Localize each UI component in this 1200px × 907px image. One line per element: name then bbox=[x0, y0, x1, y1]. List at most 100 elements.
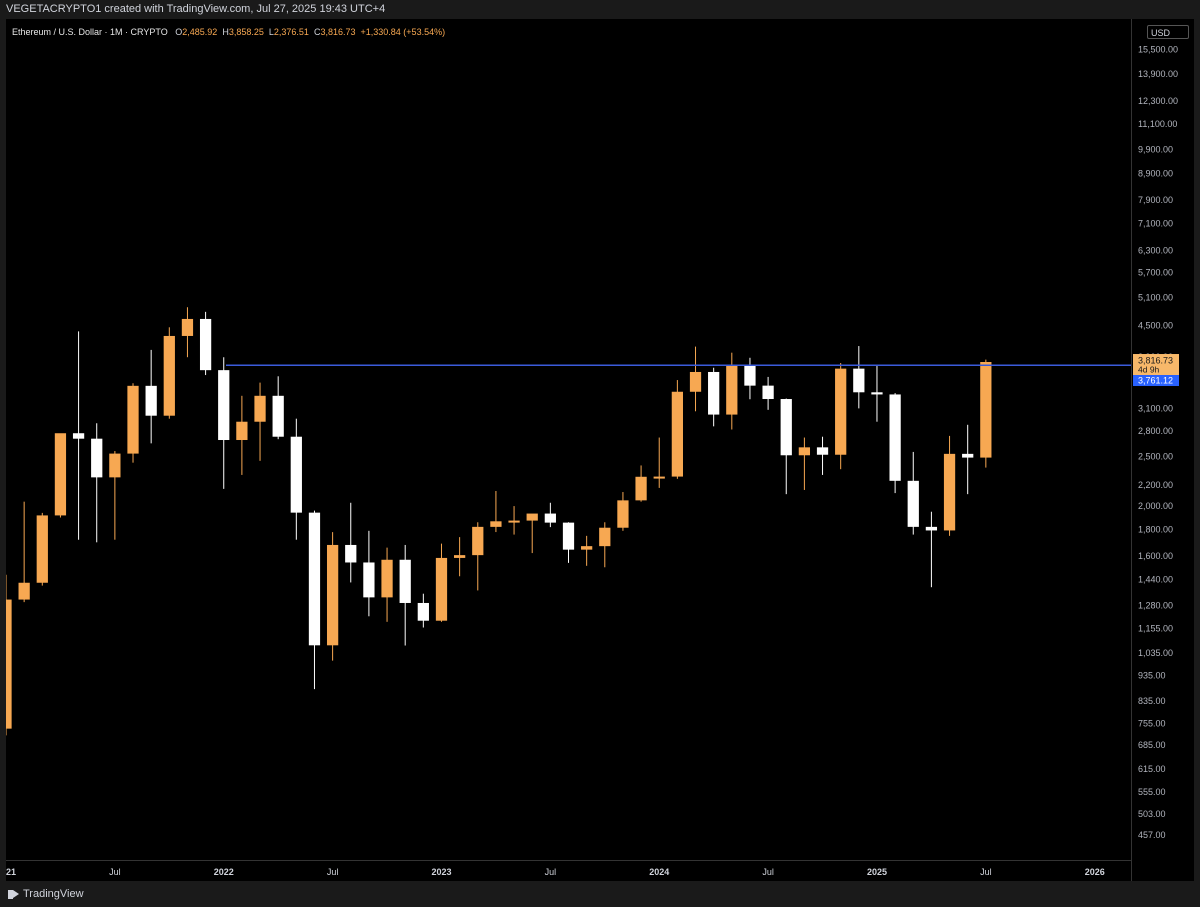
candle-body bbox=[653, 476, 665, 479]
tradingview-logo-icon bbox=[8, 889, 19, 899]
price-tick-label: 555.00 bbox=[1138, 787, 1166, 797]
candle-body bbox=[345, 544, 357, 563]
chart-caption-bar: VEGETACRYPTO1 created with TradingView.c… bbox=[0, 0, 1200, 19]
legend-low-label: L bbox=[268, 27, 274, 37]
candle-body bbox=[925, 526, 938, 531]
candle-body bbox=[835, 368, 847, 455]
candle-body bbox=[454, 555, 466, 558]
candle-body bbox=[181, 318, 194, 336]
candle-body bbox=[744, 365, 756, 386]
candle-body bbox=[91, 438, 103, 478]
legend-close-value: 3,816.73 bbox=[320, 27, 356, 37]
last-price-value: 3,816.73 bbox=[1138, 356, 1173, 366]
candle-body bbox=[72, 433, 85, 439]
candle-body bbox=[308, 512, 321, 646]
legend-change: +1,330.84 (+53.54%) bbox=[360, 27, 446, 37]
candle-body bbox=[762, 385, 774, 400]
candle-body bbox=[326, 544, 339, 646]
candle-body bbox=[617, 500, 629, 528]
candle-body bbox=[708, 371, 720, 415]
legend-high-value: 3,858.25 bbox=[228, 27, 264, 37]
legend-symbol: Ethereum / U.S. Dollar · 1M · CRYPTO bbox=[12, 27, 168, 37]
time-tick-label: 2026 bbox=[1085, 867, 1105, 877]
level-price-tag bbox=[1133, 375, 1179, 387]
price-tick-label: 755.00 bbox=[1138, 718, 1166, 728]
legend-open-label: O bbox=[175, 27, 183, 37]
time-tick-label: Jul bbox=[327, 867, 339, 877]
tradingview-logo[interactable]: TradingView bbox=[8, 888, 84, 900]
candles-group bbox=[6, 307, 992, 736]
candle-body bbox=[18, 582, 30, 600]
time-tick-label: Jul bbox=[762, 867, 774, 877]
candle-body bbox=[798, 447, 811, 456]
candlestick-chart[interactable]: 15,500.00 13,900.00 12,300.00 11,100.00 9,90… bbox=[6, 19, 1194, 881]
candle-body bbox=[163, 335, 175, 416]
price-tick-label: 5,700.00 bbox=[1138, 268, 1173, 278]
time-axis-labels[interactable]: 2021 Jul 2022 Jul 2023 Jul 2024 Jul 2025 Jul 2026 bbox=[6, 867, 1105, 877]
candle-body bbox=[962, 453, 974, 458]
candle-body bbox=[689, 371, 702, 392]
price-axis-labels[interactable]: 15,500.00 13,900.00 12,300.00 11,100.00 9,90… bbox=[1138, 45, 1178, 841]
candle-body bbox=[218, 370, 230, 441]
price-tick-label: 935.00 bbox=[1138, 671, 1166, 681]
price-tick-label: 9,900.00 bbox=[1138, 145, 1173, 155]
price-tick-label: 685.00 bbox=[1138, 740, 1166, 750]
candle-body bbox=[6, 599, 12, 729]
time-tick-label: Jul bbox=[545, 867, 557, 877]
candle-body bbox=[726, 365, 738, 415]
price-tick-label: 6,300.00 bbox=[1138, 245, 1173, 255]
candle-body bbox=[127, 385, 139, 454]
time-tick-label: 2021 bbox=[6, 867, 16, 877]
price-tick-label: 1,155.00 bbox=[1138, 623, 1173, 633]
candle-body bbox=[562, 522, 575, 550]
candle-body bbox=[943, 453, 956, 531]
candle-body bbox=[290, 436, 302, 513]
candle-body bbox=[363, 562, 375, 598]
symbol-legend[interactable]: Ethereum / U.S. Dollar · 1M · CRYPTO O2,… bbox=[12, 27, 445, 37]
price-tick-label: 1,035.00 bbox=[1138, 648, 1173, 658]
candle-body bbox=[980, 362, 992, 458]
time-tick-label: Jul bbox=[109, 867, 121, 877]
candle-body bbox=[254, 395, 266, 422]
legend-high-label: H bbox=[222, 27, 229, 37]
candle-body bbox=[199, 318, 212, 371]
level-price-value: 3,761.12 bbox=[1138, 376, 1173, 386]
candle-body bbox=[871, 392, 883, 395]
time-tick-label: 2023 bbox=[431, 867, 451, 877]
chart-pane[interactable]: 15,500.00 13,900.00 12,300.00 11,100.00 9,90… bbox=[6, 19, 1194, 881]
price-tick-label: 7,900.00 bbox=[1138, 195, 1173, 205]
candle-body bbox=[635, 476, 647, 501]
legend-close-label: C bbox=[313, 27, 321, 37]
candle-body bbox=[907, 480, 919, 527]
price-tick-label: 2,200.00 bbox=[1138, 480, 1173, 490]
candle-body bbox=[508, 520, 520, 523]
price-tick-label: 2,000.00 bbox=[1138, 501, 1173, 511]
price-tick-label: 15,500.00 bbox=[1138, 45, 1178, 55]
candle-body bbox=[581, 546, 593, 550]
candle-body bbox=[399, 559, 411, 603]
candle-body bbox=[381, 559, 393, 598]
price-tick-label: 7,100.00 bbox=[1138, 219, 1173, 229]
price-tick-label: 1,440.00 bbox=[1138, 574, 1173, 584]
time-tick-label: 2022 bbox=[214, 867, 234, 877]
candle-body bbox=[490, 521, 502, 527]
candle-body bbox=[780, 399, 792, 456]
price-tick-label: 12,300.00 bbox=[1138, 96, 1178, 106]
legend-open-value: 2,485.92 bbox=[182, 27, 218, 37]
candle-body bbox=[36, 515, 48, 583]
price-tick-label: 615.00 bbox=[1138, 764, 1166, 774]
price-tick-label: 503.00 bbox=[1138, 809, 1166, 819]
currency-badge[interactable]: USD bbox=[1147, 25, 1189, 39]
candle-body bbox=[109, 453, 121, 478]
time-tick-label: 2025 bbox=[867, 867, 887, 877]
chart-caption: VEGETACRYPTO1 created with TradingView.c… bbox=[6, 3, 386, 15]
candle-body bbox=[145, 385, 157, 416]
time-tick-label: 2024 bbox=[649, 867, 669, 877]
candle-body bbox=[472, 526, 484, 556]
price-tick-label: 5,100.00 bbox=[1138, 292, 1173, 302]
time-tick-label: Jul bbox=[980, 867, 992, 877]
candle-body bbox=[435, 557, 448, 621]
legend-low-value: 2,376.51 bbox=[273, 27, 309, 37]
price-tick-label: 8,900.00 bbox=[1138, 168, 1173, 178]
